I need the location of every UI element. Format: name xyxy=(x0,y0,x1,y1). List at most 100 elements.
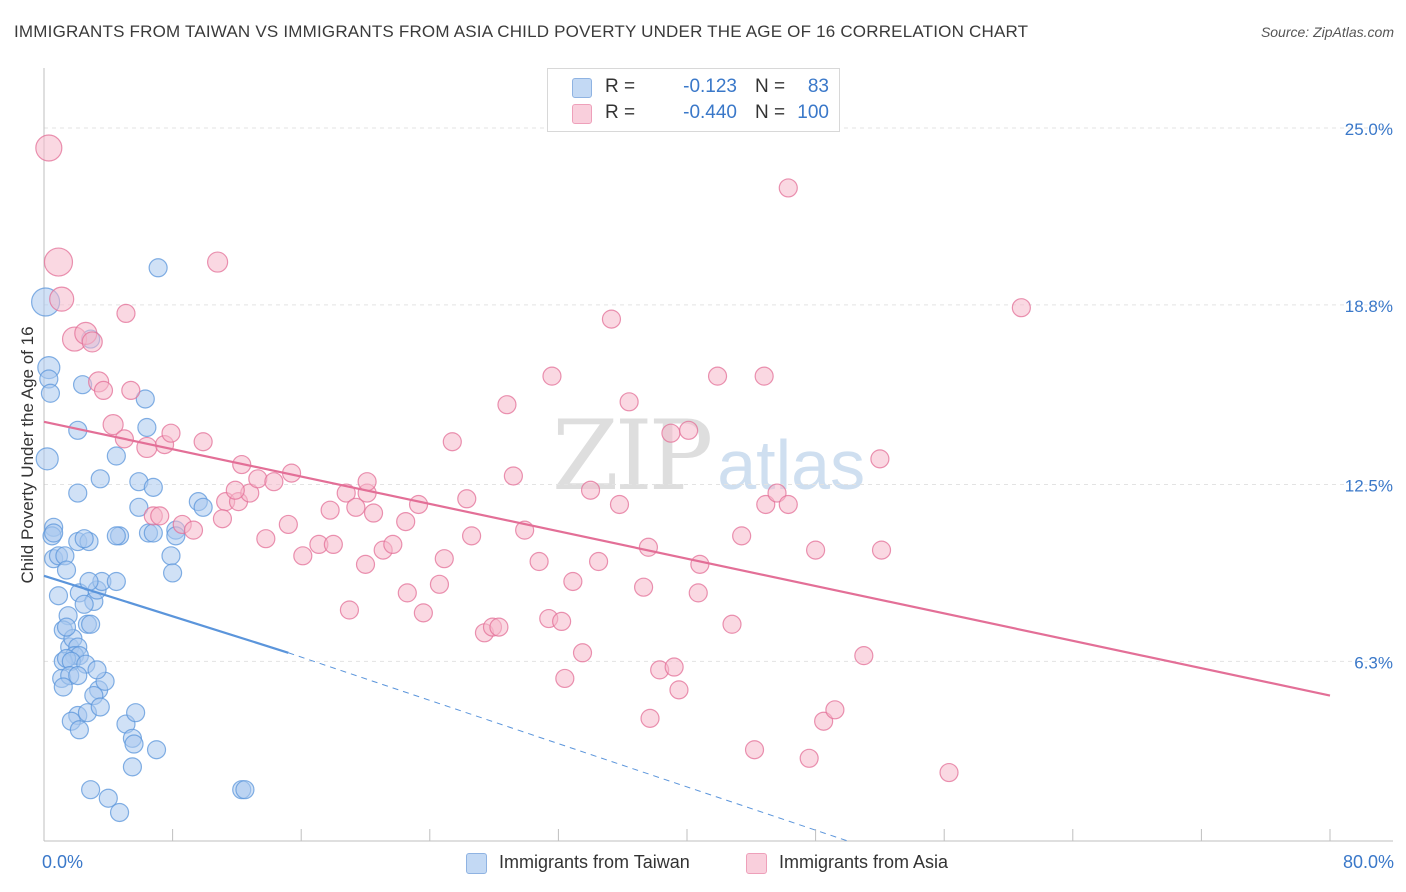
taiwan-point xyxy=(48,586,69,606)
asia-point xyxy=(278,514,298,535)
asia-point xyxy=(35,134,63,162)
taiwan-point xyxy=(90,697,110,717)
asia-point xyxy=(669,680,689,700)
taiwan-point xyxy=(106,571,126,592)
taiwan-point xyxy=(163,563,183,583)
asia-point xyxy=(664,657,684,677)
taiwan-point xyxy=(235,780,255,800)
taiwan-point xyxy=(129,497,149,517)
asia-point xyxy=(193,432,213,452)
asia-point xyxy=(756,494,776,515)
legend-n-label: N = xyxy=(755,76,786,97)
legend-n-value: 100 xyxy=(797,102,829,123)
asia-point xyxy=(339,600,360,620)
asia-point xyxy=(503,466,523,486)
asia-point xyxy=(619,392,639,412)
taiwan-point xyxy=(137,417,157,438)
asia-point xyxy=(429,574,450,594)
asia-point xyxy=(778,494,798,515)
x-tick-max: 80.0% xyxy=(1342,852,1394,872)
taiwan-point xyxy=(146,740,167,760)
asia-point xyxy=(563,571,583,592)
asia-point xyxy=(489,617,509,637)
taiwan-point xyxy=(81,780,101,800)
bottom-legend-swatch-taiwan xyxy=(466,853,487,874)
asia-point xyxy=(497,395,517,415)
taiwan-point xyxy=(106,446,126,466)
asia-point xyxy=(212,509,233,529)
y-tick-label: 18.8% xyxy=(1345,297,1393,316)
asia-point xyxy=(1011,298,1031,318)
asia-point xyxy=(136,436,158,459)
asia-point xyxy=(690,554,710,574)
taiwan-point xyxy=(109,802,130,823)
asia-point xyxy=(633,577,654,597)
asia-point xyxy=(814,711,834,731)
taiwan-point xyxy=(68,483,88,503)
taiwan-point xyxy=(143,477,163,497)
legend-n-label: N = xyxy=(755,102,786,123)
asia-point xyxy=(588,551,609,572)
asia-point xyxy=(434,549,454,569)
taiwan-point xyxy=(126,703,146,723)
taiwan-trendline xyxy=(43,574,289,654)
asia-point xyxy=(572,643,593,663)
taiwan-point xyxy=(56,560,77,580)
asia-point xyxy=(102,414,124,436)
taiwan-point xyxy=(143,523,163,543)
asia-point xyxy=(799,748,819,768)
taiwan-point xyxy=(35,447,59,471)
asia-point xyxy=(461,526,482,546)
asia-point xyxy=(732,526,752,546)
asia-point xyxy=(707,366,728,386)
asia-point xyxy=(555,668,575,689)
watermark-atlas: atlas xyxy=(717,426,866,504)
asia-point xyxy=(355,554,376,574)
legend-r-value: -0.123 xyxy=(683,76,737,97)
asia-point xyxy=(49,286,75,312)
taiwan-point xyxy=(44,523,64,543)
taiwan-point xyxy=(148,258,168,278)
asia-point xyxy=(854,646,874,666)
asia-point xyxy=(754,366,774,386)
taiwan-point xyxy=(74,529,94,549)
asia-point xyxy=(552,611,572,632)
bottom-legend-label-taiwan: Immigrants from Taiwan xyxy=(499,852,690,872)
asia-point xyxy=(396,511,416,532)
asia-point xyxy=(805,540,826,560)
asia-point xyxy=(580,480,601,500)
legend-n-value: 83 xyxy=(807,76,829,97)
asia-point xyxy=(116,303,136,324)
asia-point xyxy=(722,614,742,634)
asia-point xyxy=(529,551,549,572)
asia-point xyxy=(161,423,181,443)
asia-point xyxy=(442,432,462,452)
source-label: Source: ZipAtlas.com xyxy=(1260,24,1394,40)
asia-point xyxy=(256,529,276,549)
watermark: ZIP atlas xyxy=(552,400,865,512)
asia-point xyxy=(346,497,366,517)
asia-trendline xyxy=(43,420,1331,697)
asia-point xyxy=(248,469,268,489)
taiwan-point xyxy=(135,389,155,409)
asia-point xyxy=(320,500,340,520)
y-tick-label: 6.3% xyxy=(1354,653,1393,672)
asia-point xyxy=(43,247,74,277)
bottom-legend-label-asia: Immigrants from Asia xyxy=(779,852,949,872)
asia-point xyxy=(870,449,890,469)
bottom-legend-swatch-asia xyxy=(746,853,767,874)
taiwan-point xyxy=(106,526,126,546)
asia-point xyxy=(939,762,959,783)
asia-point xyxy=(397,583,417,603)
taiwan-point xyxy=(53,677,73,697)
asia-point xyxy=(778,178,798,198)
y-tick-label: 25.0% xyxy=(1345,120,1393,139)
asia-point xyxy=(264,472,284,492)
y-tick-label: 12.5% xyxy=(1345,477,1393,496)
legend-r-value: -0.440 xyxy=(683,102,737,123)
taiwan-point xyxy=(56,617,77,637)
asia-point xyxy=(609,494,630,515)
asia-point xyxy=(225,480,245,500)
asia-point xyxy=(871,540,892,560)
